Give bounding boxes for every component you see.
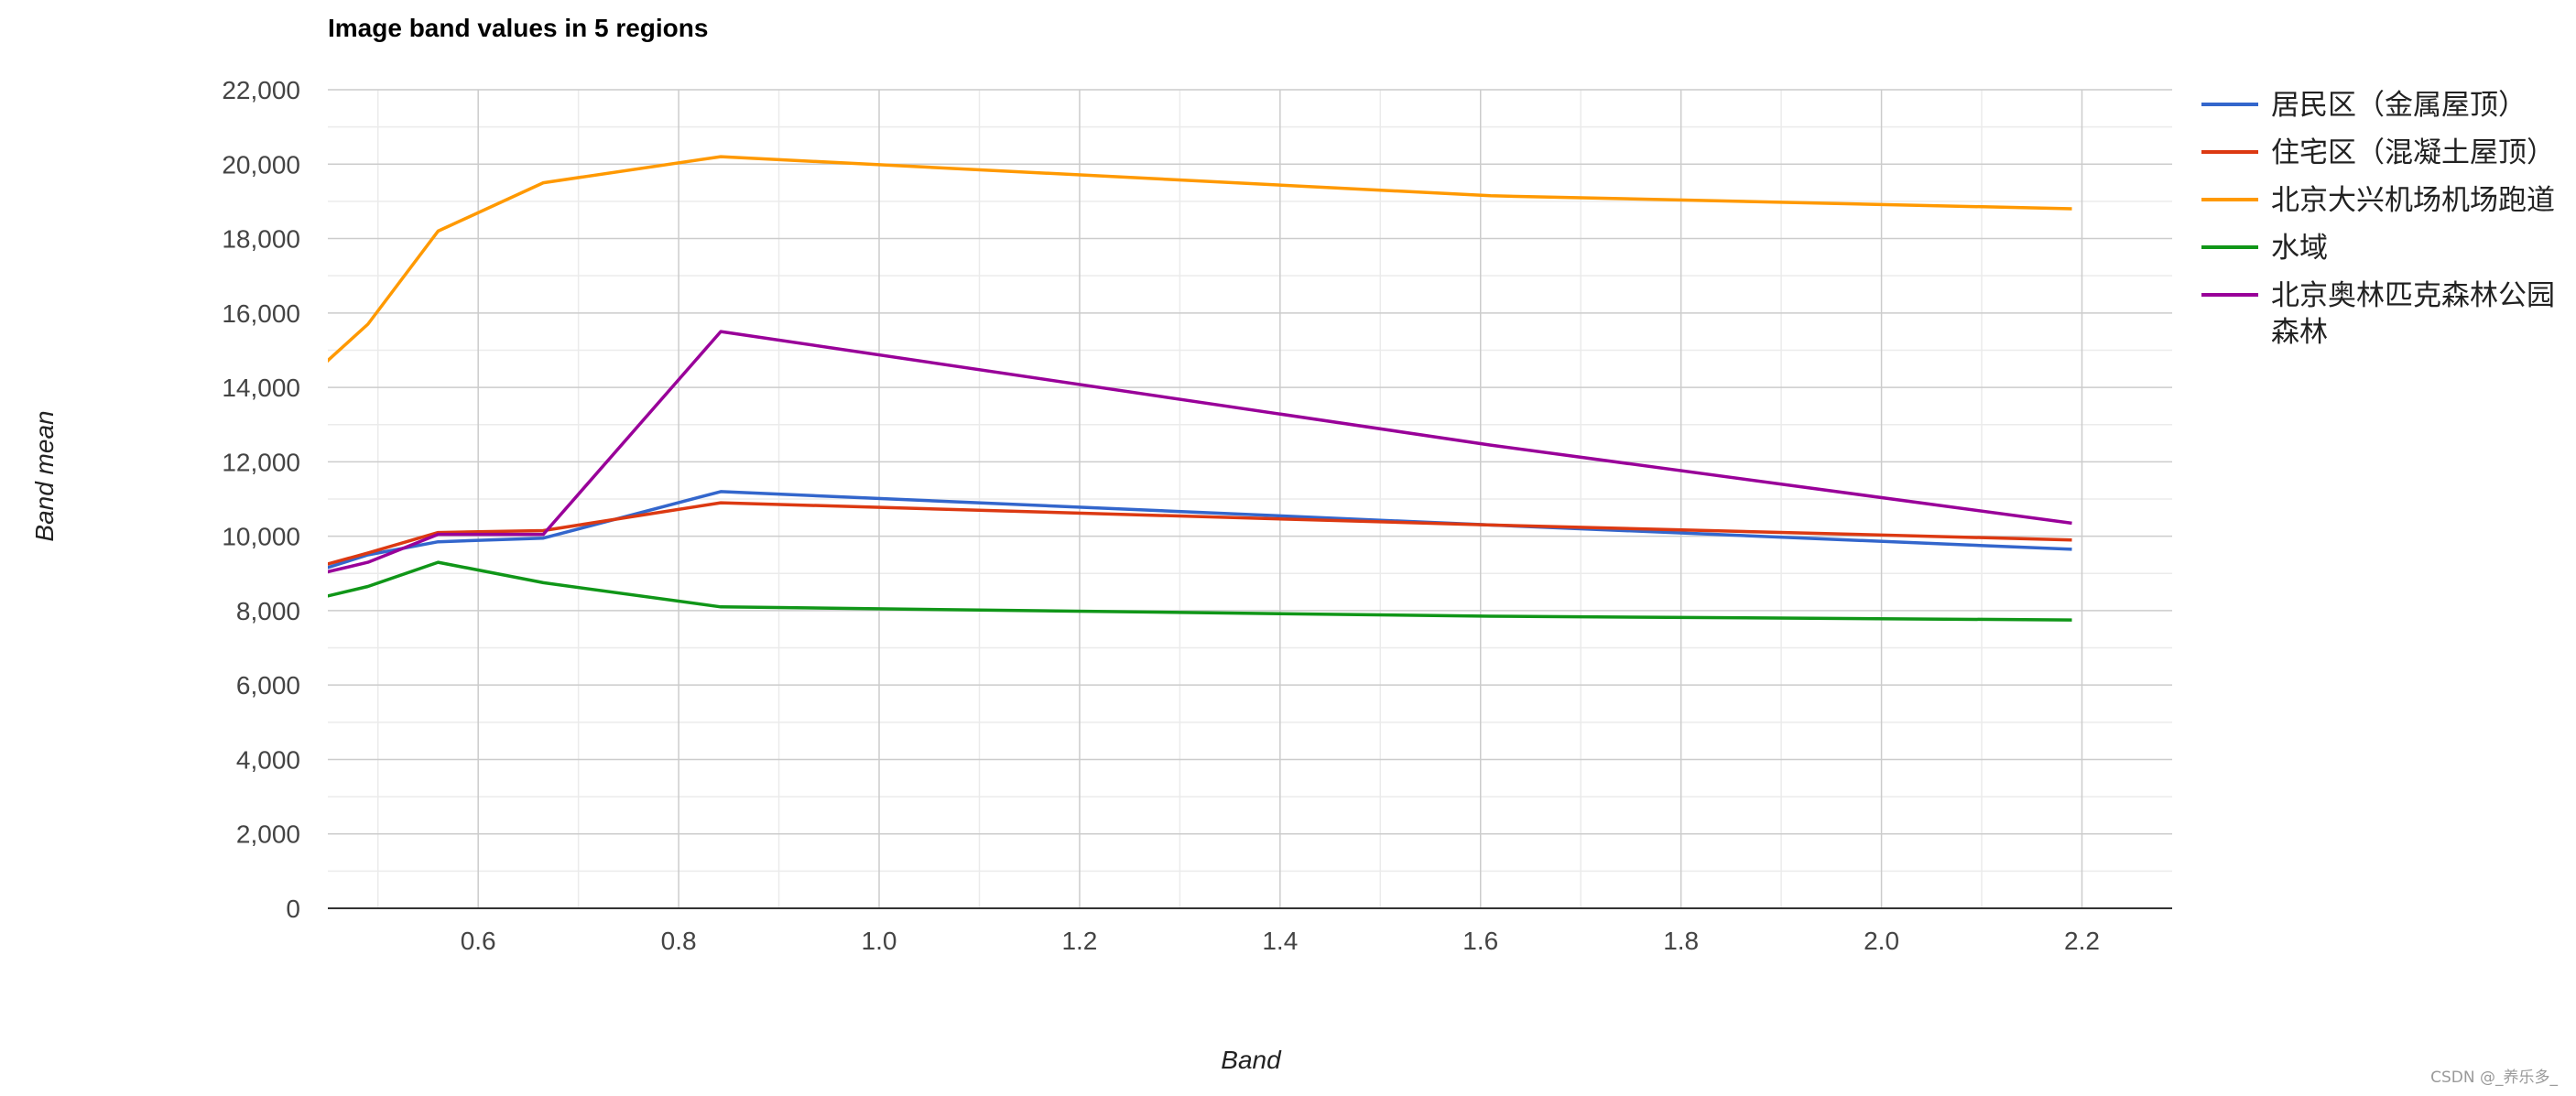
x-tick-label: 1.6: [1462, 927, 1498, 955]
series-line: [328, 490, 2072, 570]
series-line: [328, 155, 2072, 364]
y-tick-label: 0: [286, 895, 300, 923]
y-tick-label: 18,000: [222, 225, 300, 254]
y-tick-label: 10,000: [222, 523, 300, 551]
y-tick-label: 4,000: [236, 745, 300, 774]
x-tick-label: 2.2: [2064, 927, 2100, 955]
legend-label: 北京大兴机场机场跑道: [2271, 184, 2555, 217]
x-tick-label: 1.2: [1061, 927, 1097, 955]
legend-label: 森林: [2271, 316, 2328, 349]
y-tick-label: 14,000: [222, 374, 300, 402]
major-gridlines: [328, 89, 2172, 909]
x-tick-label: 0.6: [461, 927, 496, 955]
y-axis-label: Band mean: [30, 410, 59, 541]
y-tick-label: 22,000: [222, 76, 300, 104]
minor-gridlines: [328, 90, 2172, 908]
legend: 居民区（金属屋顶） 住宅区（混凝土屋顶） 北京大兴机场机场跑道水域北京奥林匹克森林公…: [2201, 89, 2555, 349]
y-tick-label: 8,000: [236, 597, 300, 625]
chart-title: Image band values in 5 regions: [328, 14, 708, 42]
series-lines: [328, 155, 2072, 622]
y-tick-label: 20,000: [222, 150, 300, 179]
series-line: [328, 501, 2072, 566]
series-line: [328, 330, 2072, 574]
x-tick-label: 2.0: [1864, 927, 1899, 955]
legend-label: 住宅区（混凝土屋顶）: [2271, 136, 2555, 169]
y-tick-label: 2,000: [236, 820, 300, 849]
y-tick-label: 16,000: [222, 299, 300, 328]
legend-label: 北京奥林匹克森林公园: [2271, 279, 2555, 312]
x-tick-label: 1.0: [862, 927, 897, 955]
x-tick-label: 1.4: [1262, 927, 1298, 955]
watermark: CSDN @_养乐多_: [2430, 1069, 2558, 1087]
series-line: [328, 560, 2072, 622]
y-axis-tick-labels: 0 2,000 4,000 6,000 8,000 10,000 12,000 14,000 1…: [222, 76, 300, 923]
x-tick-label: 0.8: [661, 927, 697, 955]
x-tick-label: 1.8: [1663, 927, 1699, 955]
legend-label: 居民区（金属屋顶）: [2271, 89, 2527, 122]
y-tick-label: 12,000: [222, 448, 300, 476]
x-axis-tick-labels: 0.6 0.8 1.0 1.2 1.4 1.6 1.8 2.0 2.2: [461, 927, 2100, 955]
y-tick-label: 6,000: [236, 671, 300, 700]
x-axis-label: Band: [1221, 1046, 1282, 1074]
legend-label: 水域: [2271, 232, 2328, 265]
